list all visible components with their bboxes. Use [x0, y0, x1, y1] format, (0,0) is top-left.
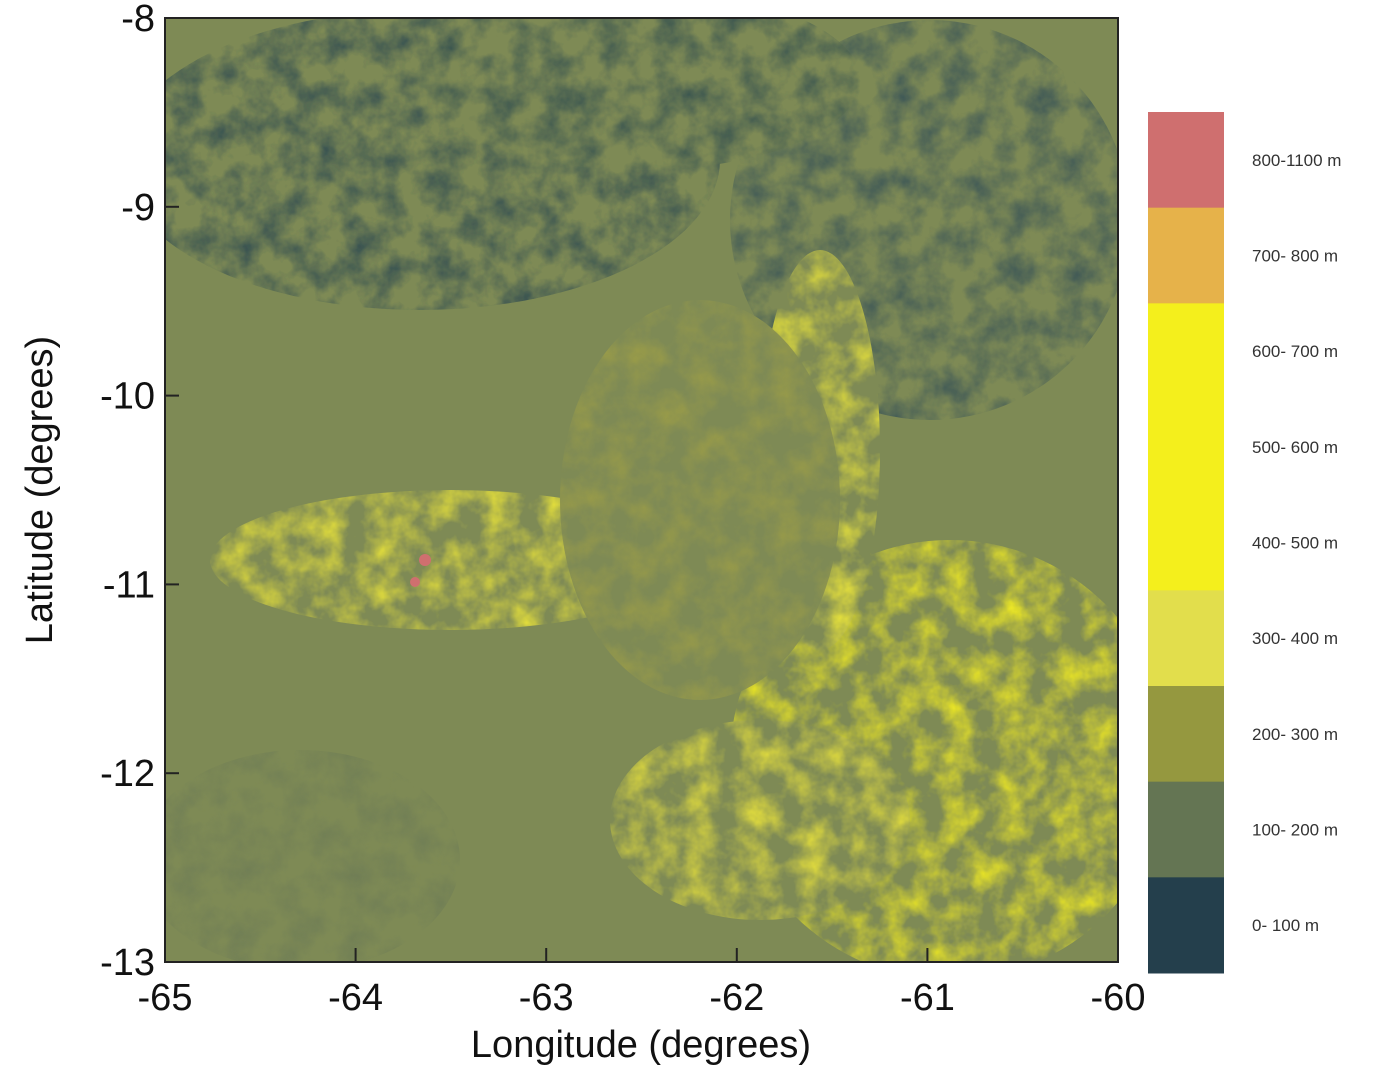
legend-label: 800-1100 m [1252, 151, 1341, 170]
x-tick-label: -63 [519, 977, 574, 1019]
plot-frame [164, 17, 1119, 963]
legend-swatch [1148, 207, 1224, 304]
legend-label: 400- 500 m [1252, 534, 1338, 553]
legend-swatch [1148, 590, 1224, 687]
y-tick-label: -8 [121, 0, 155, 40]
legend-swatch [1148, 399, 1224, 496]
legend-swatch [1148, 686, 1224, 783]
y-tick-label: -10 [100, 376, 155, 418]
y-tick-label: -13 [100, 942, 155, 984]
legend-swatch [1148, 303, 1224, 400]
legend-swatch [1148, 112, 1224, 209]
x-tick-label: -65 [138, 977, 193, 1019]
legend-label: 500- 600 m [1252, 438, 1338, 457]
legend-label: 100- 200 m [1252, 821, 1338, 840]
x-tick-label: -62 [709, 977, 764, 1019]
legend-swatch [1148, 877, 1224, 974]
y-tick-label: -11 [103, 564, 155, 606]
y-tick-label: -9 [121, 187, 155, 229]
y-tick-label: -12 [100, 753, 155, 795]
x-tick-label: -60 [1091, 977, 1146, 1019]
terrain [165, 18, 1118, 962]
legend-swatch [1148, 781, 1224, 878]
y-axis-label: Latitude (degrees) [19, 336, 61, 644]
x-tick-label: -61 [900, 977, 955, 1019]
x-tick-label: -64 [328, 977, 383, 1019]
legend-label: 700- 800 m [1252, 247, 1338, 266]
legend-label: 200- 300 m [1252, 725, 1338, 744]
legend-label: 300- 400 m [1252, 629, 1338, 648]
x-axis-label: Longitude (degrees) [471, 1024, 811, 1066]
legend-label: 0- 100 m [1252, 916, 1319, 935]
legend-swatch [1148, 494, 1224, 591]
legend-label: 600- 700 m [1252, 342, 1338, 361]
